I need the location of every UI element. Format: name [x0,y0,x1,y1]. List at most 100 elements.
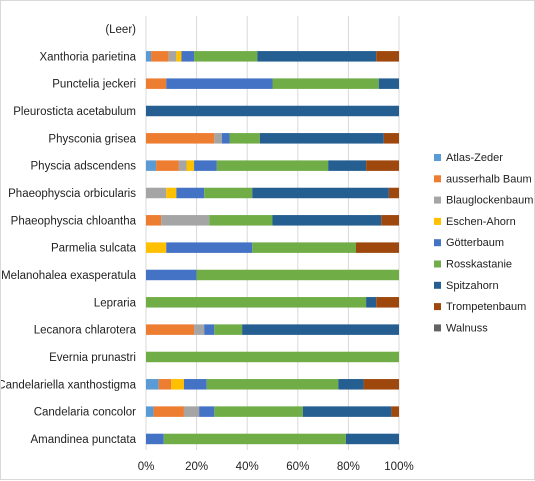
bar-segment-blauglockenbaum [178,160,187,171]
bar-segment-rosskastanie [216,160,329,171]
category-label: Lecanora chlarotera [34,325,137,337]
bar-segment-g-tterbaum [183,379,207,390]
bar-segment-ausserhalb-baum [158,379,172,390]
category-label: Phaeophyscia chloantha [11,215,137,227]
bar-segment-rosskastanie [194,51,258,62]
bar-segment-blauglockenbaum [161,215,210,226]
bar-segment-rosskastanie [204,187,253,199]
bar-segment-g-tterbaum [166,242,253,253]
category-label: (Leer) [105,24,136,36]
bar-segment-spitzahorn [338,379,364,390]
bar-segment-g-tterbaum [146,433,164,445]
bar-segment-g-tterbaum [166,78,273,89]
bar-segment-ausserhalb-baum [156,160,179,171]
legend-label: Eschen-Ahorn [446,216,516,228]
category-label: Punctelia jeckeri [52,79,136,91]
bar-segment-spitzahorn [252,187,389,199]
bar-segment-g-tterbaum [176,187,205,199]
bar-segment-spitzahorn [328,160,367,171]
x-tick-label: 40% [236,461,259,473]
bar-segment-ausserhalb-baum [153,406,184,417]
category-label: Evernia prunastri [49,352,136,364]
category-label: Physcia adscendens [31,161,137,173]
bar-segment-ausserhalb-baum [146,215,162,226]
bar-segment-ausserhalb-baum [146,324,195,335]
category-label: Candelariella xanthostigma [1,379,137,391]
legend-label: Götterbaum [446,237,504,249]
legend-swatch [434,217,441,225]
bar-segment-ausserhalb-baum [151,51,169,62]
bar-segment-trompetenbaum [363,379,399,390]
bar-segment-spitzahorn [242,324,399,335]
bar-segment-rosskastanie [214,406,303,417]
bar-segment-g-tterbaum [146,269,197,281]
bar-segment-trompetenbaum [391,406,399,417]
bar-segment-spitzahorn [345,433,399,445]
bar-segment-ausserhalb-baum [146,133,215,144]
legend-swatch [434,175,441,183]
bar-segment-rosskastanie [272,78,379,89]
bar-segment-g-tterbaum [181,51,195,62]
bar-segment-blauglockenbaum [214,133,222,144]
legend-label: Rosskastanie [446,259,512,271]
category-label: Parmelia sulcata [51,243,137,255]
bar-segment-trompetenbaum [376,51,399,62]
bar-segment-trompetenbaum [366,160,399,171]
bar-segment-eschen-ahorn [166,187,177,199]
legend-swatch [434,260,441,268]
x-tick-label: 80% [337,461,360,473]
bar-segment-rosskastanie [206,379,339,390]
legend-swatch [434,281,441,289]
bar-segment-trompetenbaum [383,133,399,144]
bar-segment-blauglockenbaum [168,51,177,62]
bar-segment-blauglockenbaum [146,187,167,199]
legend-swatch [434,154,441,161]
bar-segment-spitzahorn [272,215,382,226]
legend-label: Atlas-Zeder [446,152,503,164]
bar-segment-trompetenbaum [376,297,399,308]
legend-label: Trompetenbaum [446,301,526,313]
bar-segment-rosskastanie [209,215,273,226]
bar-segment-rosskastanie [163,433,346,445]
category-label: Amandinea punctata [31,434,137,446]
legend-swatch [434,324,441,332]
x-axis-ticks: 0% 20% 40% 60% 80% 100% [138,461,414,473]
category-label: Pleurosticta acetabulum [13,106,136,118]
bar-segment-eschen-ahorn [186,160,195,171]
category-labels: (Leer) Xanthoria parietina Punctelia jecke… [1,24,137,446]
category-label: Lepraria [94,297,137,309]
legend-label: Spitzahorn [446,280,499,292]
bar-segment-atlas-zeder [146,379,159,390]
bar-segment-g-tterbaum [194,160,217,171]
category-label: Melanohalea exasperatula [1,270,137,282]
bar-segment-spitzahorn [302,406,392,417]
x-tick-label: 100% [384,461,413,473]
legend-swatch [434,239,441,247]
bar-segment-eschen-ahorn [146,242,167,253]
legend: Atlas-Zeder ausserhalb Baum Blauglockenbau… [434,152,533,334]
bar-segment-spitzahorn [257,51,377,62]
bar-segment-spitzahorn [259,133,384,144]
bar-segment-g-tterbaum [204,324,215,335]
bar-segment-trompetenbaum [355,242,399,253]
bar-segment-trompetenbaum [388,187,399,199]
bar-segment-spitzahorn [366,297,377,308]
category-label: Candelaria concolor [34,407,136,419]
bar-segment-ausserhalb-baum [146,78,167,89]
x-tick-label: 20% [185,461,208,473]
bar-segment-blauglockenbaum [183,406,200,417]
bar-segment-spitzahorn [378,78,399,89]
bar-segment-rosskastanie [229,133,260,144]
category-label: Physconia grisea [48,133,136,145]
legend-swatch [434,196,441,204]
bar-segment-atlas-zeder [146,160,157,171]
bar-segment-atlas-zeder [146,406,154,417]
bar-segment-rosskastanie [214,324,243,335]
bar-segment-atlas-zeder [146,51,152,62]
bar-segment-rosskastanie [196,269,399,281]
bar-segment-eschen-ahorn [171,379,184,390]
bars [146,51,399,445]
legend-label: Walnuss [446,322,488,334]
